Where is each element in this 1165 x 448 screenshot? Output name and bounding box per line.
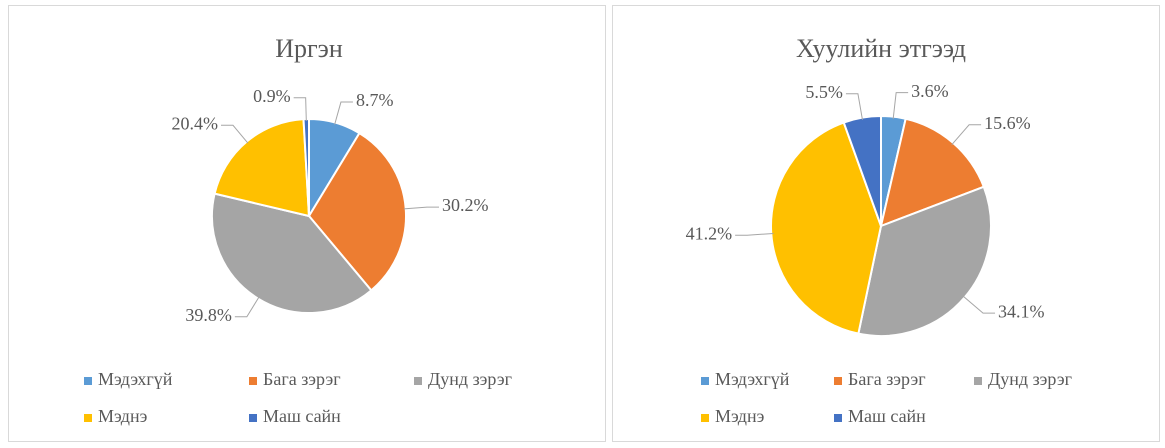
- leader-line: [845, 93, 863, 120]
- legend-label: Дунд зэрэг: [988, 369, 1072, 389]
- chart-title: Хуулийн этгээд: [796, 34, 966, 63]
- chart: Иргэн 8.7% 30.2% 39.8% 20.4% 0.9% Мэдэхгүй Бага…: [8, 5, 606, 442]
- legend-label: Бага зэрэг: [263, 369, 341, 389]
- legend-label: Мэднэ: [715, 406, 765, 426]
- leader-line: [403, 206, 440, 210]
- data-label: 30.2%: [442, 195, 489, 215]
- data-label: 39.8%: [185, 305, 232, 325]
- legend-swatch: [974, 377, 982, 385]
- data-label: 41.2%: [686, 223, 733, 243]
- legend-swatch: [701, 377, 709, 385]
- legend-label: Маш сайн: [848, 406, 926, 426]
- legend-swatch: [84, 414, 92, 422]
- legend-swatch: [249, 377, 257, 385]
- data-label: 8.7%: [356, 90, 394, 110]
- data-label: 20.4%: [171, 113, 218, 133]
- chart-title: Иргэн: [275, 34, 343, 63]
- legend-swatch: [414, 377, 422, 385]
- leader-line: [220, 124, 249, 144]
- legend-swatch: [834, 377, 842, 385]
- leader-line: [293, 97, 307, 121]
- leader-line: [234, 296, 260, 318]
- legend-label: Дунд зэрэг: [428, 369, 512, 389]
- data-label: 5.5%: [805, 82, 843, 102]
- data-label: 0.9%: [253, 86, 291, 106]
- legend-swatch: [701, 414, 709, 422]
- leader-line: [962, 295, 996, 314]
- leader-line: [735, 232, 774, 236]
- legend-label: Мэдэхгүй: [715, 369, 790, 389]
- legend-swatch: [84, 377, 92, 385]
- leader-line: [951, 124, 982, 146]
- leader-line: [892, 92, 909, 119]
- legend-label: Мэднэ: [98, 406, 148, 426]
- leader-line: [334, 101, 353, 125]
- chart: Хуулийн этгээд 3.6% 15.6% 34.1% 41.2% 5.5% Мэд…: [612, 5, 1160, 442]
- data-label: 34.1%: [998, 301, 1045, 321]
- data-label: 3.6%: [911, 81, 949, 101]
- legend-swatch: [249, 414, 257, 422]
- legend-label: Бага зэрэг: [848, 369, 926, 389]
- legend-swatch: [834, 414, 842, 422]
- legend-label: Маш сайн: [263, 406, 341, 426]
- legend-label: Мэдэхгүй: [98, 369, 173, 389]
- data-label: 15.6%: [984, 113, 1031, 133]
